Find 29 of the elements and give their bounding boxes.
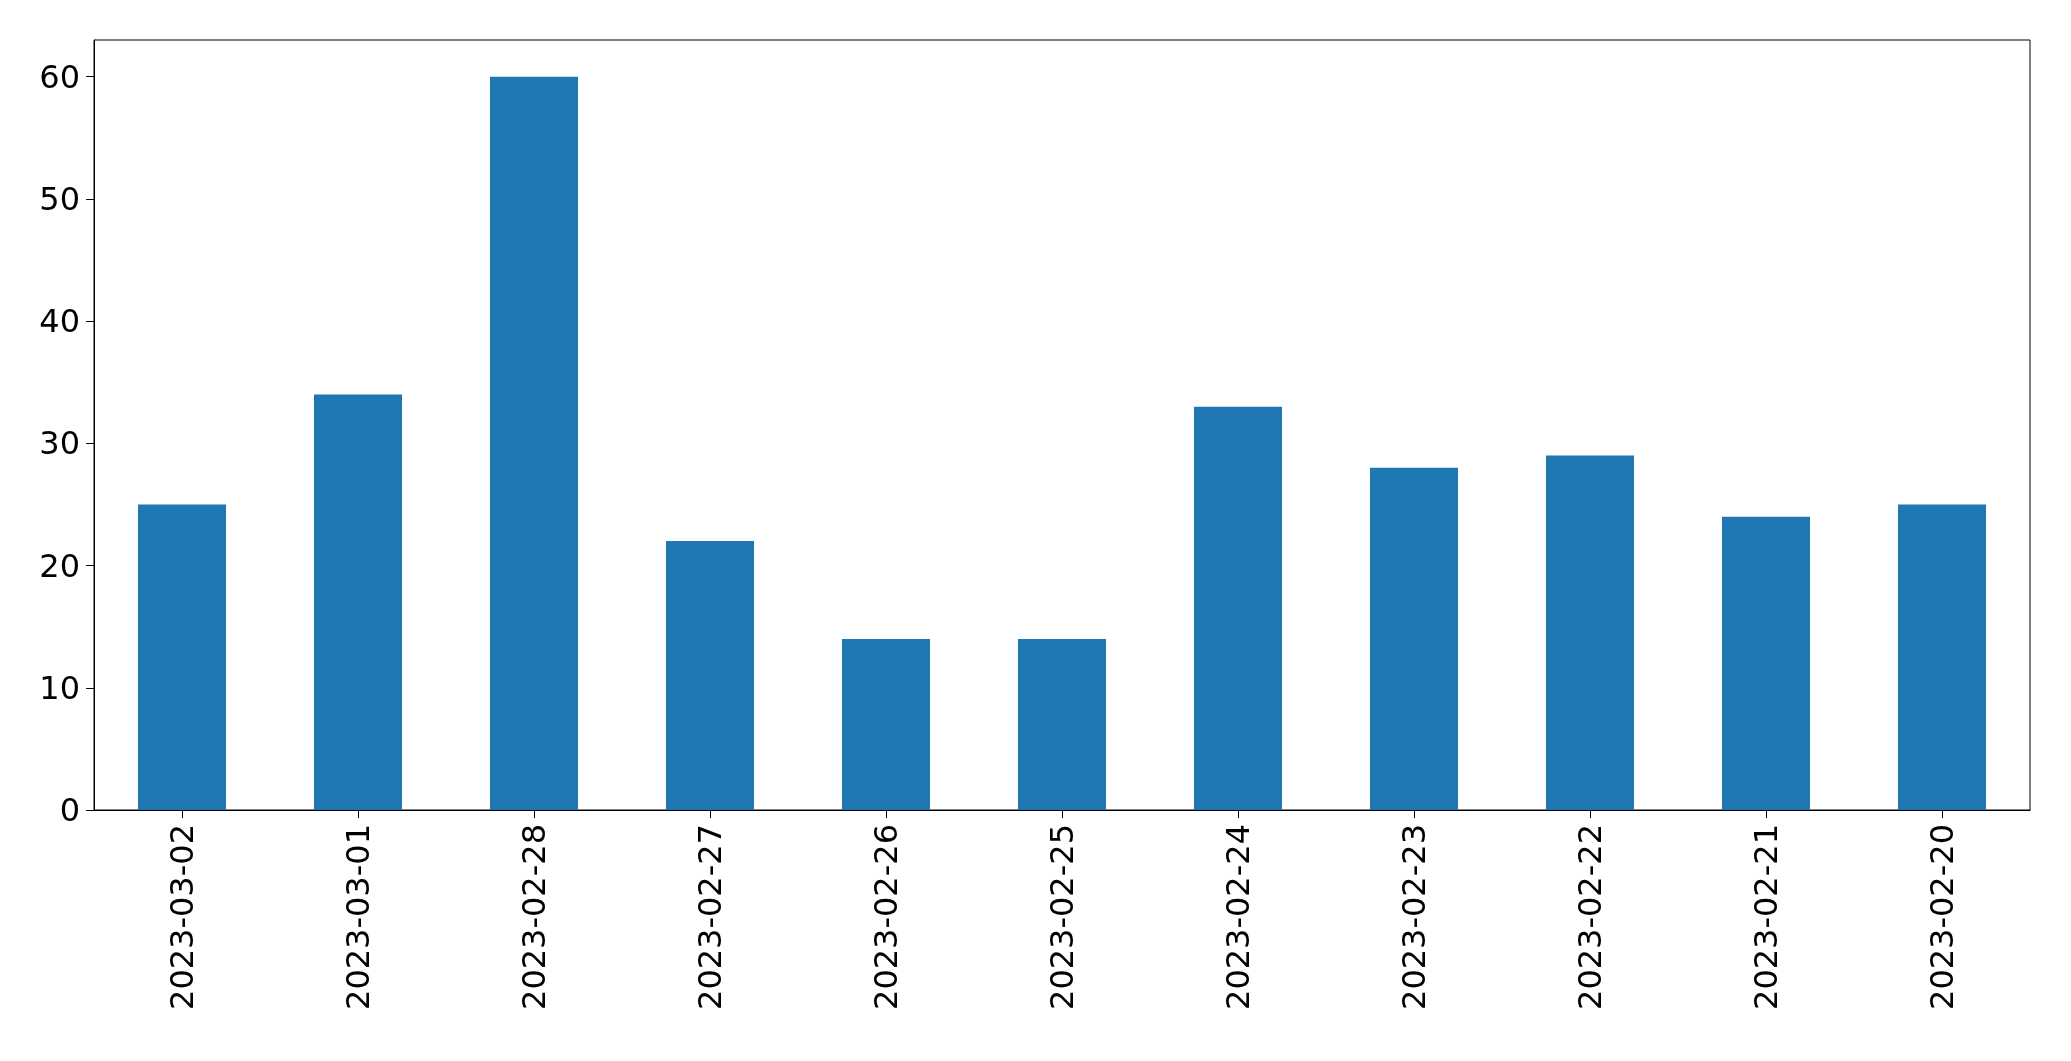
x-tick-label: 2023-02-23 bbox=[1395, 824, 1433, 1010]
x-tick-label: 2023-02-20 bbox=[1923, 824, 1961, 1010]
bar bbox=[1722, 516, 1810, 810]
bar bbox=[1370, 467, 1458, 810]
y-tick-label: 30 bbox=[39, 424, 80, 463]
bar bbox=[1546, 455, 1634, 810]
x-tick-label: 2023-02-26 bbox=[867, 824, 905, 1010]
y-tick-label: 40 bbox=[39, 302, 80, 341]
x-tick-label: 2023-02-22 bbox=[1571, 824, 1609, 1010]
bar bbox=[1018, 638, 1106, 810]
y-tick-label: 60 bbox=[39, 57, 80, 96]
bar bbox=[1194, 406, 1282, 810]
bar bbox=[490, 76, 578, 810]
x-tick-label: 2023-02-27 bbox=[691, 824, 729, 1010]
y-tick-label: 20 bbox=[39, 546, 80, 585]
bar bbox=[1898, 504, 1986, 810]
bar bbox=[314, 394, 402, 810]
y-tick-label: 50 bbox=[39, 179, 80, 218]
x-tick-label: 2023-02-28 bbox=[515, 824, 553, 1010]
y-tick-label: 0 bbox=[59, 791, 80, 829]
x-tick-label: 2023-03-01 bbox=[339, 824, 377, 1010]
y-tick-label: 10 bbox=[39, 668, 80, 707]
bar bbox=[138, 504, 226, 810]
bar bbox=[666, 541, 754, 810]
x-tick-label: 2023-02-21 bbox=[1747, 824, 1785, 1010]
bar bbox=[842, 638, 930, 810]
x-tick-label: 2023-02-25 bbox=[1043, 824, 1081, 1010]
x-tick-label: 2023-03-02 bbox=[163, 824, 201, 1010]
x-tick-label: 2023-02-24 bbox=[1219, 824, 1257, 1010]
